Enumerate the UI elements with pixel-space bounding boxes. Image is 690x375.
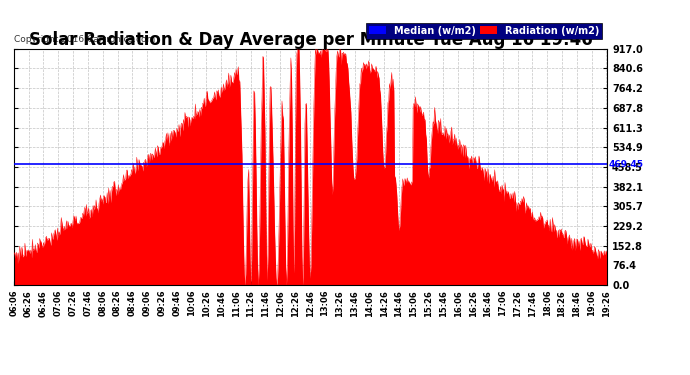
Text: 469.45: 469.45 xyxy=(609,159,643,168)
Text: Copyright 2016 Cartronics.com: Copyright 2016 Cartronics.com xyxy=(14,35,155,44)
Legend: Median (w/m2), Radiation (w/m2): Median (w/m2), Radiation (w/m2) xyxy=(366,23,602,39)
Title: Solar Radiation & Day Average per Minute Tue Aug 16 19:46: Solar Radiation & Day Average per Minute… xyxy=(28,31,593,49)
